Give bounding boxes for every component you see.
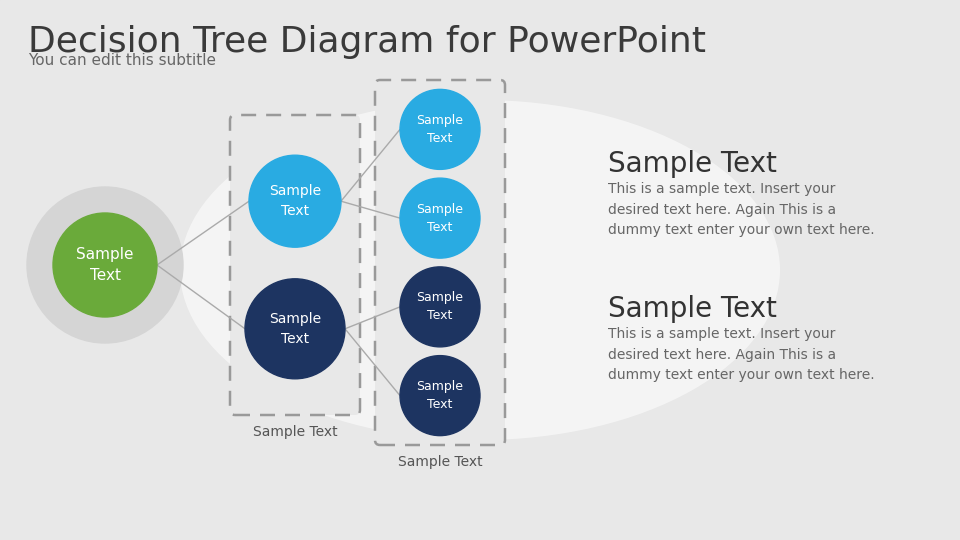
Text: Decision Tree Diagram for PowerPoint: Decision Tree Diagram for PowerPoint [28, 25, 706, 59]
Text: Sample Text: Sample Text [608, 295, 777, 323]
Circle shape [400, 90, 480, 170]
Text: This is a sample text. Insert your
desired text here. Again This is a
dummy text: This is a sample text. Insert your desir… [608, 327, 875, 382]
Circle shape [400, 178, 480, 258]
Text: Sample
Text: Sample Text [417, 202, 464, 234]
Text: Sample
Text: Sample Text [417, 114, 464, 145]
Ellipse shape [180, 100, 780, 440]
Circle shape [400, 356, 480, 436]
Circle shape [249, 155, 341, 247]
FancyBboxPatch shape [375, 80, 505, 445]
Text: This is a sample text. Insert your
desired text here. Again This is a
dummy text: This is a sample text. Insert your desir… [608, 182, 875, 237]
Text: Sample Text: Sample Text [397, 455, 482, 469]
Circle shape [53, 213, 157, 317]
Text: Sample
Text: Sample Text [417, 292, 464, 322]
Text: Sample
Text: Sample Text [76, 247, 133, 283]
Text: Sample
Text: Sample Text [417, 380, 464, 411]
Circle shape [400, 267, 480, 347]
Text: You can edit this subtitle: You can edit this subtitle [28, 53, 216, 68]
Text: Sample Text: Sample Text [252, 425, 337, 439]
Circle shape [245, 279, 345, 379]
Circle shape [27, 187, 183, 343]
Text: Sample
Text: Sample Text [269, 312, 321, 346]
Text: Sample
Text: Sample Text [269, 185, 321, 218]
FancyBboxPatch shape [230, 115, 360, 415]
Text: Sample Text: Sample Text [608, 150, 777, 178]
